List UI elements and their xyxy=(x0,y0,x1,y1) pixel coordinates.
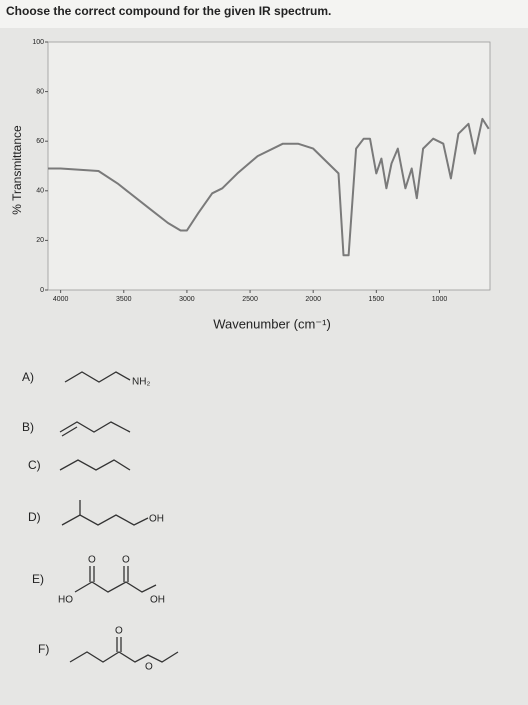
x-tick-label: 3500 xyxy=(116,296,132,303)
structure xyxy=(64,371,131,383)
double-bond xyxy=(61,426,78,437)
option-label: E) xyxy=(32,572,44,586)
x-tick-label: 1500 xyxy=(369,296,385,303)
group: O xyxy=(145,662,153,673)
group: OH xyxy=(150,595,165,606)
option-label: B) xyxy=(22,420,34,434)
group: HO xyxy=(58,595,73,606)
x-axis-label: Wavenumber (cm⁻¹) xyxy=(213,316,331,331)
question: Choose the correct compound for the give… xyxy=(6,4,331,18)
group: O xyxy=(122,555,130,566)
x-tick-label: 3000 xyxy=(179,296,195,303)
group: O xyxy=(88,555,96,566)
x-tick-label: 2500 xyxy=(242,296,258,303)
y-tick-label: 60 xyxy=(36,138,44,145)
y-tick-label: 20 xyxy=(36,237,44,244)
group: NH₂ xyxy=(132,377,150,388)
x-tick-label: 2000 xyxy=(305,296,321,303)
y-tick-label: 100 xyxy=(32,39,44,46)
structure xyxy=(59,421,131,433)
option-label: A) xyxy=(22,370,34,384)
header-bar xyxy=(0,0,528,28)
spectrum-line xyxy=(48,117,490,257)
x-tick-label: 4000 xyxy=(53,296,69,303)
x-tick-label: 1000 xyxy=(432,296,448,303)
y-tick-label: 80 xyxy=(36,88,44,95)
structure xyxy=(69,651,179,663)
option-label: D) xyxy=(28,510,41,524)
option-label: C) xyxy=(28,458,41,472)
plot-area xyxy=(47,41,491,291)
y-tick-label: 0 xyxy=(40,287,44,294)
structure xyxy=(74,581,157,593)
option-label: F) xyxy=(38,642,49,656)
group: O xyxy=(115,626,123,637)
y-tick-label: 40 xyxy=(36,188,44,195)
structure xyxy=(59,459,131,471)
group: OH xyxy=(149,514,164,525)
structure xyxy=(61,514,149,526)
y-axis-label: % Transmittance xyxy=(10,125,24,215)
